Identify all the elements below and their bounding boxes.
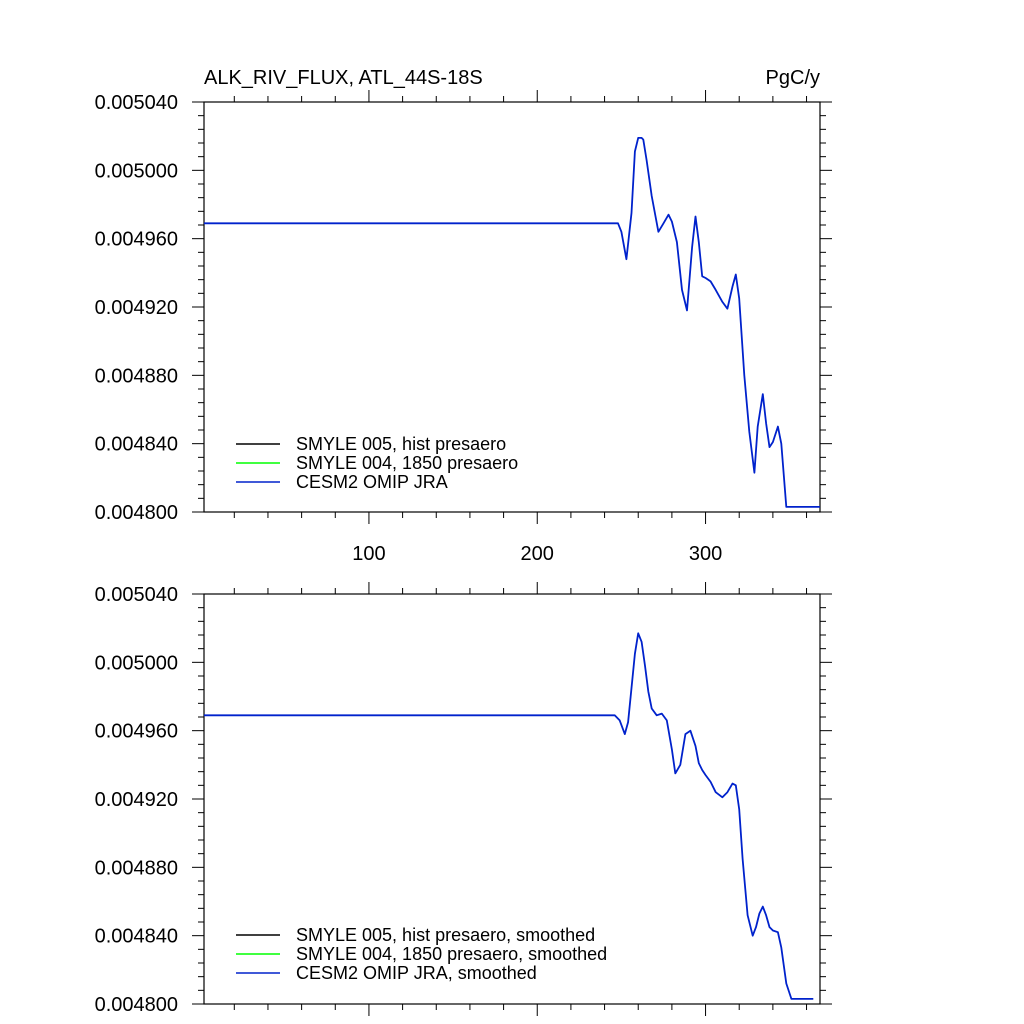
y-tick-label: 0.004800 (95, 994, 178, 1016)
y-tick-label: 0.004800 (95, 502, 178, 524)
y-tick-label: 0.005040 (95, 584, 178, 606)
top-plot-panel: 0.004800 0.004840 0.004880 0.004920 0.004960… (95, 90, 832, 565)
legend-label: SMYLE 004, 1850 presaero, smoothed (296, 944, 607, 964)
y-tick-label: 0.004960 (95, 229, 178, 251)
legend-label: CESM2 OMIP JRA, smoothed (296, 963, 537, 983)
legend-label: CESM2 OMIP JRA (296, 472, 448, 492)
legend-label: SMYLE 004, 1850 presaero (296, 453, 518, 473)
chart-title: ALK_RIV_FLUX, ATL_44S-18S (204, 67, 483, 89)
y-tick-label: 0.004840 (95, 434, 178, 456)
legend-label: SMYLE 005, hist presaero (296, 434, 506, 454)
legend-label: SMYLE 005, hist presaero, smoothed (296, 925, 595, 945)
y-tick-label: 0.005040 (95, 92, 178, 114)
bottom-plot-panel: 0.004800 0.004840 0.004880 0.004920 0.004960… (95, 582, 832, 1016)
y-tick-label: 0.004880 (95, 365, 178, 387)
y-tick-label: 0.004840 (95, 926, 178, 948)
y-tick-label: 0.004920 (95, 297, 178, 319)
series-line (204, 632, 814, 1000)
y-tick-label: 0.004920 (95, 789, 178, 811)
units-label: PgC/y (766, 67, 820, 89)
y-tick-label: 0.004880 (95, 857, 178, 879)
y-tick-label: 0.004960 (95, 721, 178, 743)
y-tick-label: 0.005000 (95, 160, 178, 182)
series-line (204, 137, 820, 508)
x-tick-label: 200 (521, 543, 554, 565)
y-tick-label: 0.005000 (95, 652, 178, 674)
x-tick-label: 300 (689, 543, 722, 565)
x-tick-label: 100 (352, 543, 385, 565)
